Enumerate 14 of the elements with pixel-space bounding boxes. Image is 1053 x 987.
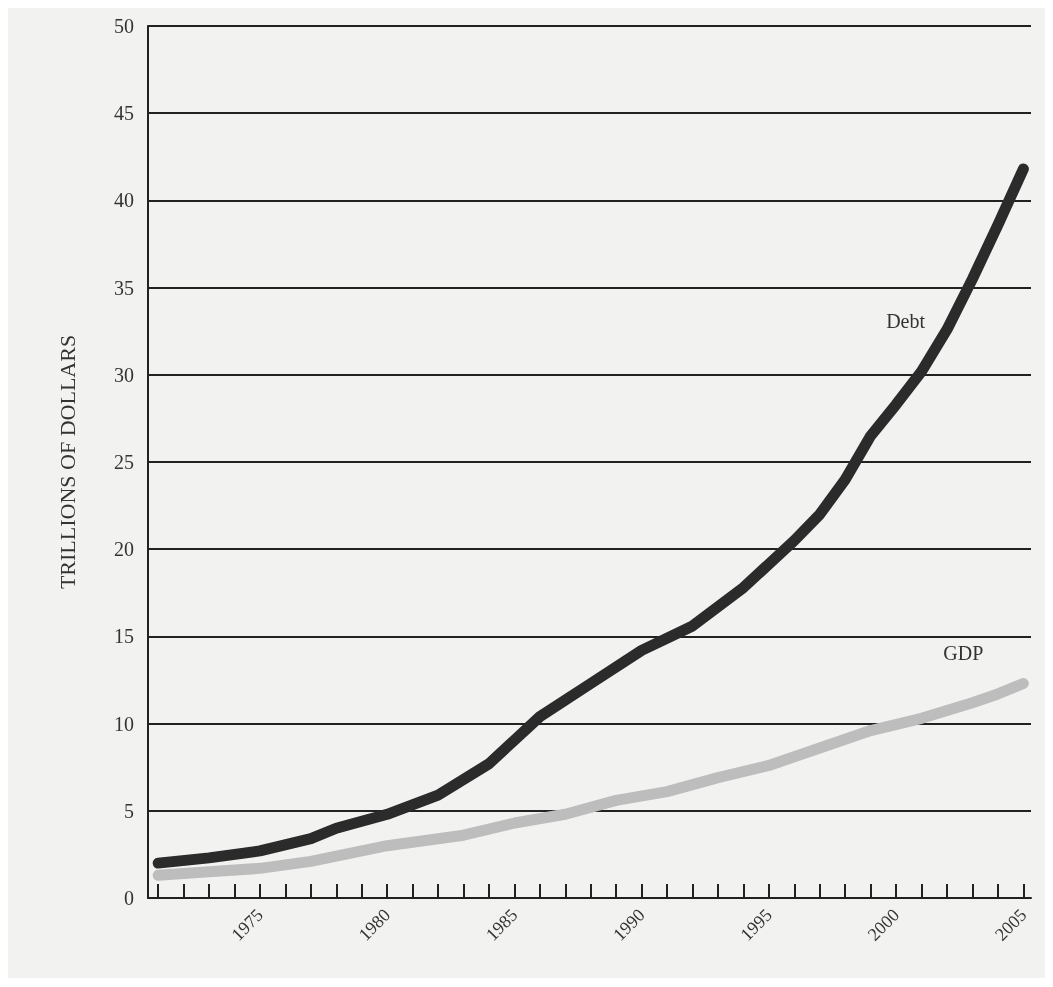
y-tick-label: 45 <box>114 102 134 125</box>
series-label: Debt <box>886 310 926 333</box>
y-tick-label: 5 <box>124 799 134 822</box>
y-tick-label: 35 <box>114 276 134 299</box>
y-tick-label: 50 <box>114 15 134 37</box>
y-tick-label: 10 <box>114 712 134 735</box>
series-label: GDP <box>943 642 984 665</box>
y-axis-title: TRILLIONS OF DOLLARS <box>54 334 80 590</box>
y-tick-label: 20 <box>114 538 134 561</box>
y-tick-label: 40 <box>114 189 134 212</box>
y-tick-label: 0 <box>124 887 134 909</box>
y-tick-label: 30 <box>114 363 134 386</box>
y-tick-label: 15 <box>114 625 134 648</box>
y-tick-label: 25 <box>114 451 134 473</box>
